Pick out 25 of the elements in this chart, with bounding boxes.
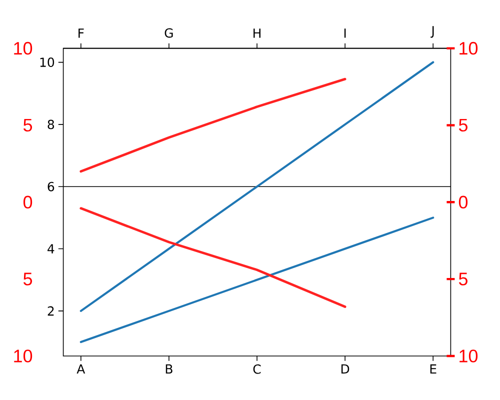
y-tick-label: 8 [48,120,54,130]
y-tick-label: 10 [40,58,54,68]
y2-tick-label: 0 [458,196,468,209]
annotation: G [164,28,173,38]
x-tick-label: C [253,364,261,374]
y2-tick-label: 10 [460,350,478,362]
y3-tick-label: 5 [23,118,32,132]
x-tick-label: A [76,364,86,374]
y3-tick-label: 0 [23,196,32,209]
annotation: H [254,28,260,38]
y2-tick-label: 5 [458,118,468,132]
annotation: F [78,28,84,38]
y3-tick-label: 10 [14,42,32,55]
y-tick-label: 6 [48,182,54,192]
x-tick-label: E [430,364,436,374]
y-tick-label: 4 [48,244,54,254]
y2-tick-label: 10 [460,42,478,55]
y3-tick-label: 10 [14,350,32,362]
annotation: J [430,26,434,38]
annotation: I [344,28,346,38]
x-tick-label: B [166,364,172,374]
y3-tick-label: 5 [23,272,32,286]
y2-tick-label: 5 [458,272,468,286]
y-tick-label: 2 [48,306,54,316]
x-tick-label: D [341,364,350,374]
